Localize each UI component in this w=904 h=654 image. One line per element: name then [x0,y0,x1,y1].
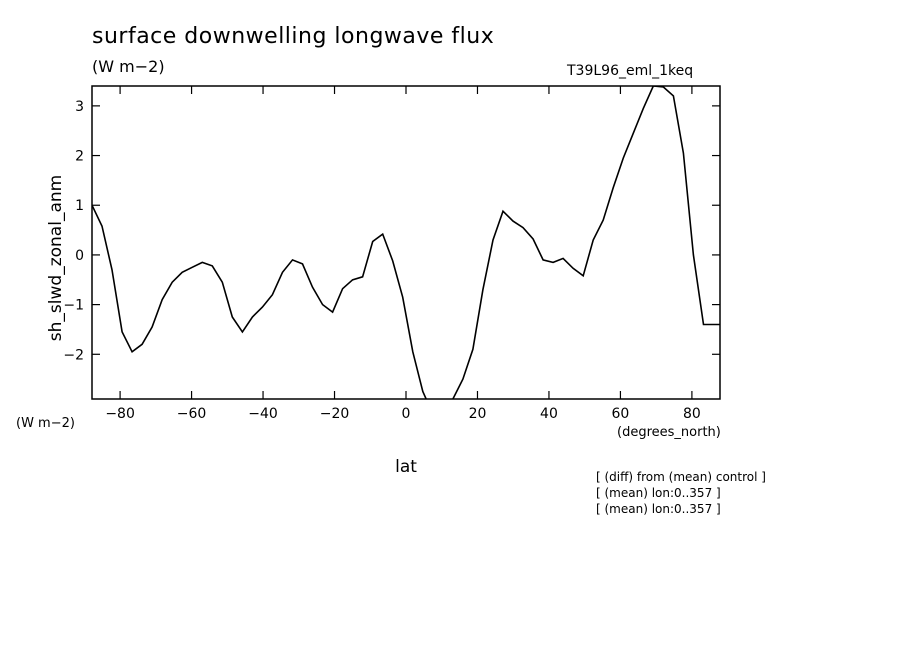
x-tick-label: 20 [469,406,487,422]
y-tick-label: 0 [75,248,84,264]
note-line-3: [ (mean) lon:0..357 ] [596,502,721,516]
x-tick-label: −40 [248,406,278,422]
y-tick-label: 1 [75,198,84,214]
x-axis-ticks: −80 −60 −40 −20 0 20 40 60 80 [105,86,701,422]
chart-units: (W m−2) [92,57,165,76]
y-tick-label: −1 [63,298,84,314]
chart-title: surface downwelling longwave flux [92,24,495,49]
x-tick-label: 60 [612,406,630,422]
y-tick-label: 2 [75,149,84,165]
x-tick-label: −80 [105,406,135,422]
x-axis-label: lat [395,457,417,477]
y-tick-label: 3 [75,99,84,115]
x-axis-units: (degrees_north) [617,425,721,440]
x-tick-label: −60 [177,406,207,422]
x-tick-label: 40 [540,406,558,422]
x-tick-label: 80 [683,406,701,422]
x-tick-label: −20 [320,406,350,422]
y-tick-label: −2 [63,347,84,363]
note-line-1: [ (diff) from (mean) control ] [596,470,766,484]
series-line [92,86,720,399]
y-axis-ticks: −2 −1 0 1 2 3 [63,99,720,363]
x-tick-label: 0 [402,406,411,422]
run-label: T39L96_eml_1keq [567,63,694,79]
y-axis-units: (W m−2) [16,416,75,431]
plot-frame [91,85,721,400]
note-line-2: [ (mean) lon:0..357 ] [596,486,721,500]
